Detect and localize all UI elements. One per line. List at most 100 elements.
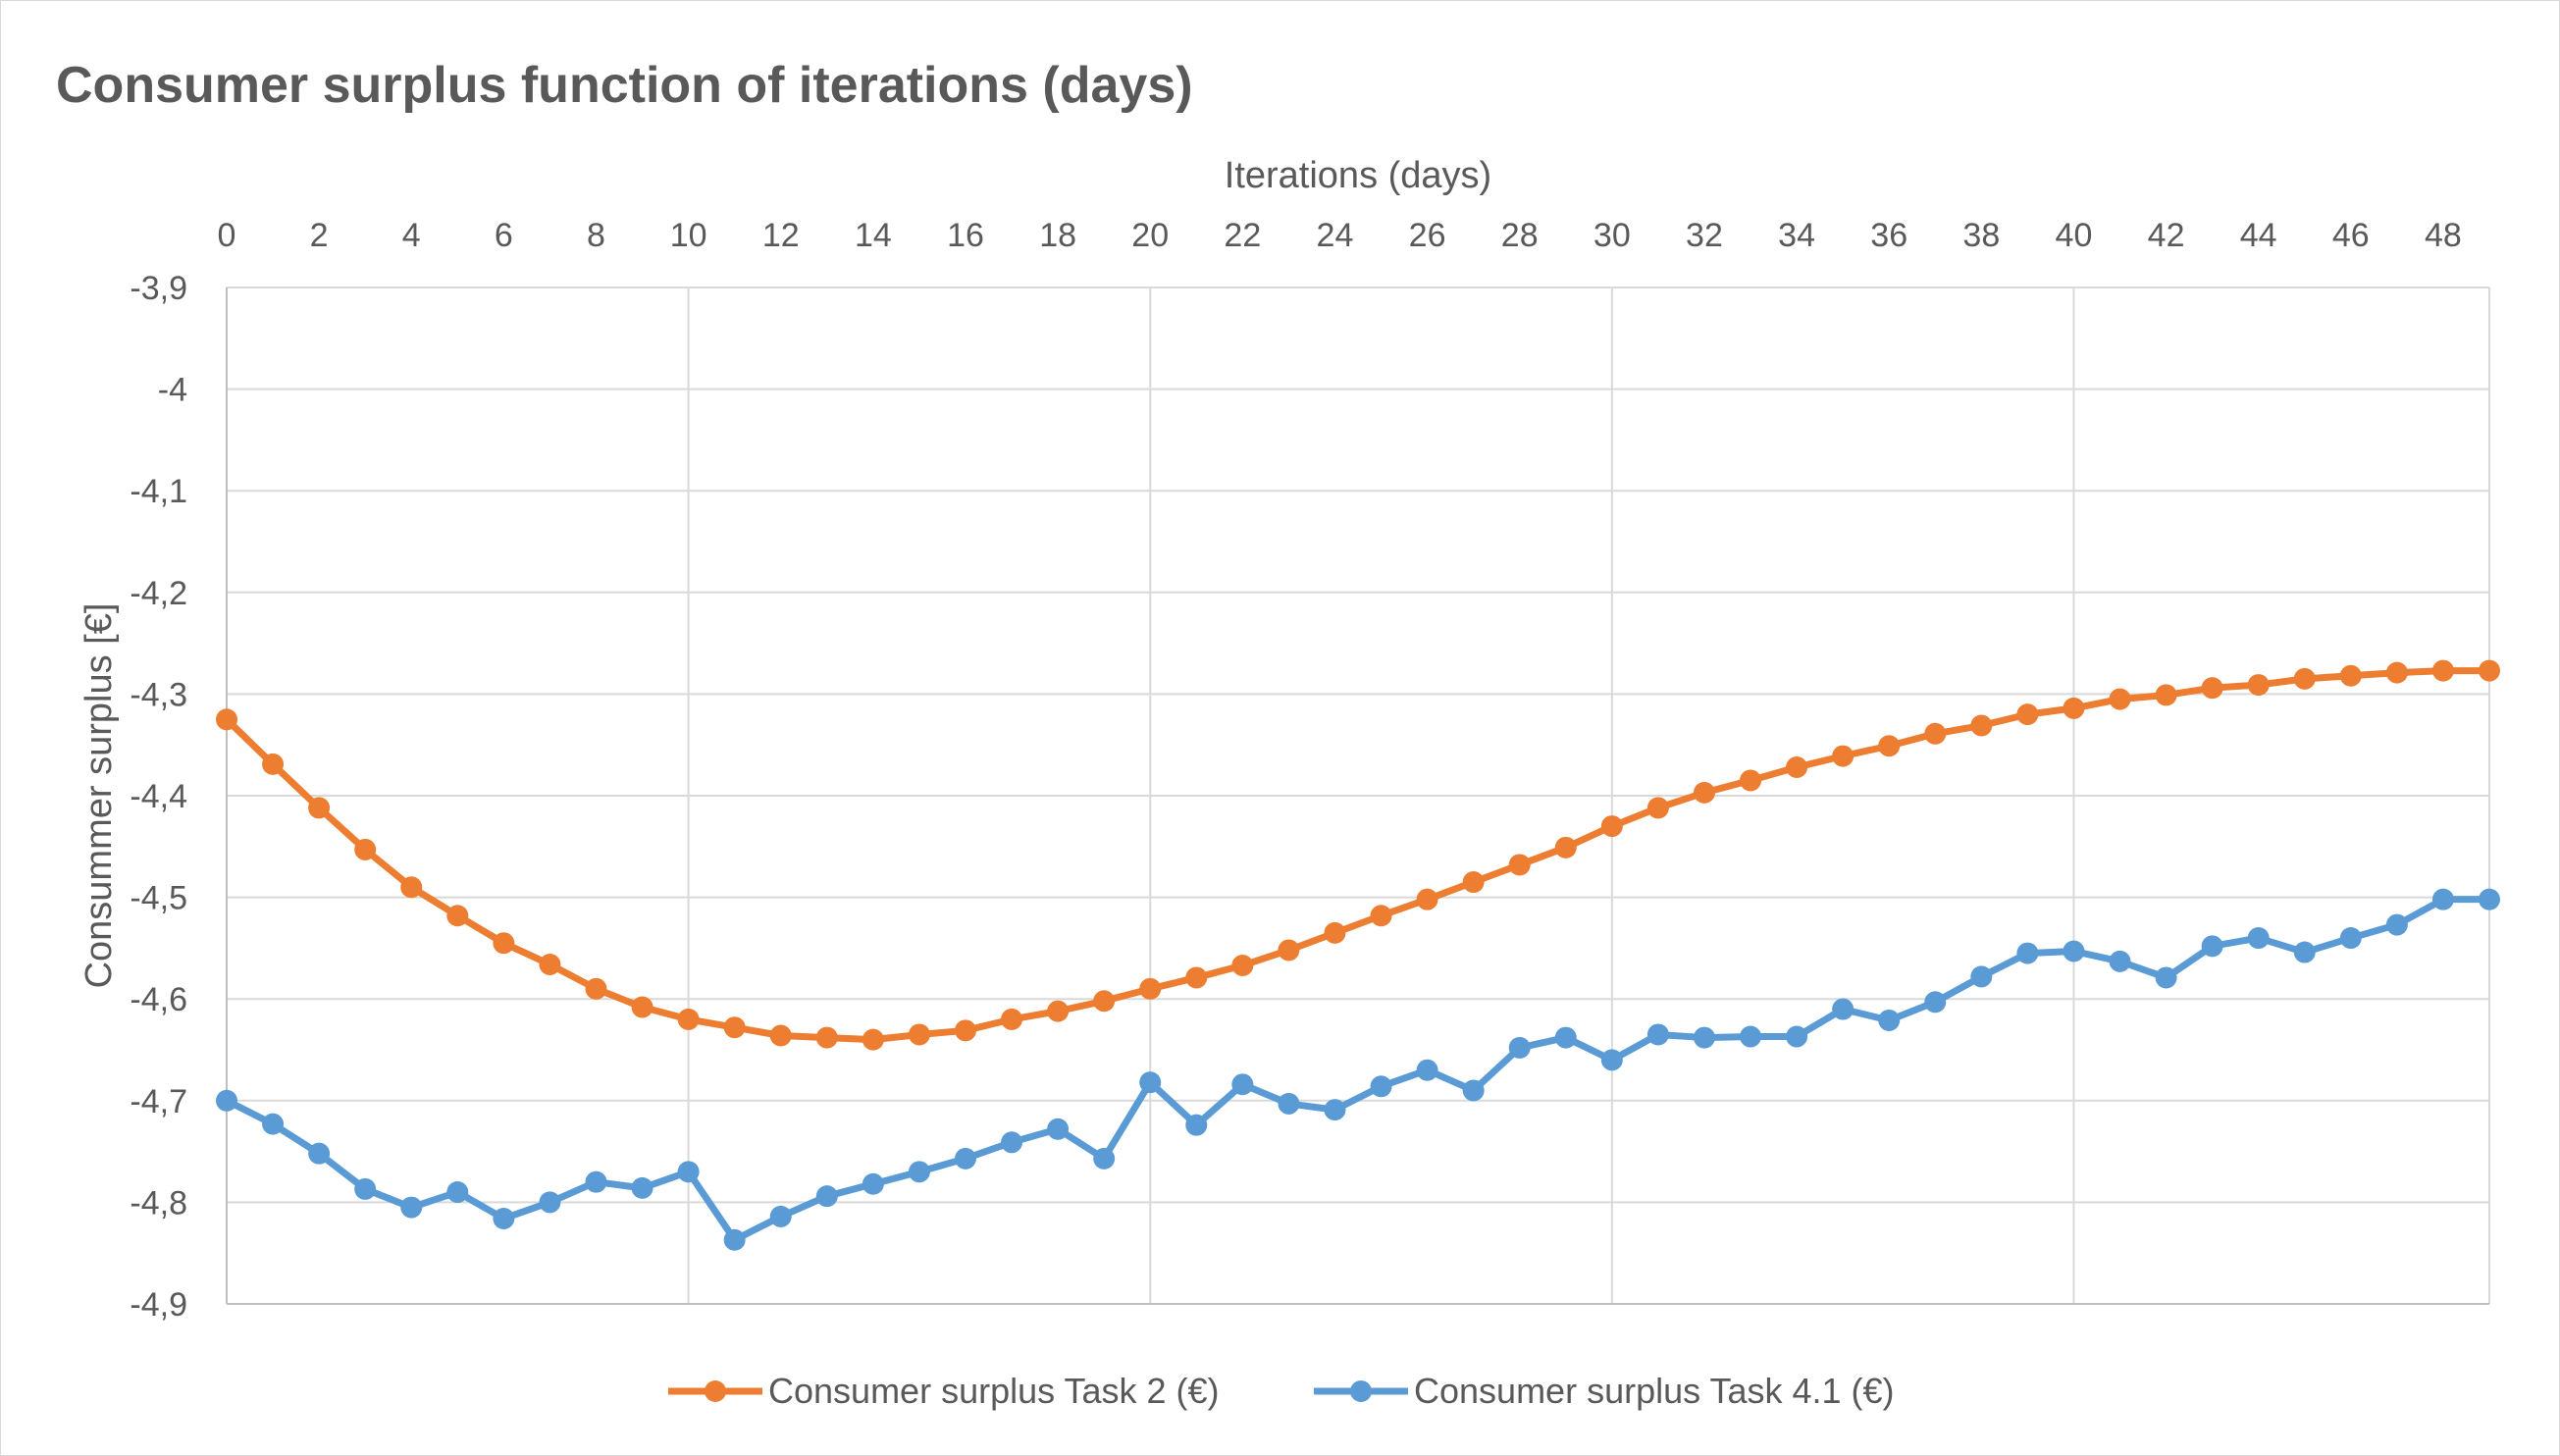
data-point	[2201, 677, 2223, 700]
data-point	[2063, 697, 2085, 719]
data-point	[1554, 1026, 1577, 1049]
data-point	[1786, 755, 1808, 778]
legend-label-1: Consumer surplus Task 2 (€)	[768, 1371, 1220, 1411]
data-point	[1324, 921, 1346, 944]
x-tick-label: 16	[947, 217, 984, 254]
x-tick-label: 46	[2332, 217, 2370, 254]
data-point	[2385, 913, 2408, 936]
data-point	[1278, 1092, 1300, 1115]
x-tick-label: 24	[1317, 217, 1354, 254]
x-tick-label: 10	[670, 217, 707, 254]
x-tick-label: 2	[310, 217, 329, 254]
data-point	[1970, 714, 1993, 737]
data-point	[1139, 1071, 1162, 1094]
data-point	[2109, 950, 2131, 972]
x-tick-label: 30	[1593, 217, 1631, 254]
data-point	[1740, 1025, 1762, 1048]
legend-marker-1	[705, 1380, 726, 1402]
data-point	[815, 1026, 838, 1049]
y-tick-label: -4,9	[130, 1286, 187, 1324]
x-tick-label: 26	[1409, 217, 1446, 254]
chart-title: Consumer surplus function of iterations …	[56, 57, 1193, 114]
x-tick-label: 0	[218, 217, 236, 254]
data-point	[2479, 888, 2500, 910]
data-point	[539, 1191, 561, 1214]
x-tick-label: 32	[1686, 217, 1723, 254]
data-point	[1416, 1059, 1438, 1081]
data-point	[585, 1170, 607, 1193]
data-point	[1924, 722, 1947, 745]
data-point	[216, 708, 237, 731]
data-point	[2155, 684, 2177, 706]
data-point	[1832, 998, 1855, 1020]
data-point	[1646, 1023, 1669, 1046]
x-tick-label: 34	[1778, 217, 1815, 254]
data-point	[631, 996, 653, 1018]
data-point	[1324, 1099, 1346, 1121]
data-point	[954, 1147, 976, 1170]
x-axis-title: Iterations (days)	[1225, 155, 1491, 196]
data-point	[862, 1028, 884, 1051]
data-point	[1462, 871, 1485, 894]
series-line-1	[223, 667, 2493, 1044]
data-point	[2431, 888, 2454, 910]
data-point	[1508, 854, 1531, 876]
data-point	[1740, 769, 1762, 792]
data-point	[908, 1023, 930, 1046]
data-point	[1832, 745, 1855, 767]
data-point	[2431, 659, 2454, 682]
x-tick-label: 48	[2425, 217, 2462, 254]
y-tick-label: -4,7	[130, 1083, 187, 1120]
data-point	[262, 1113, 285, 1135]
y-tick-label: -4,5	[130, 880, 187, 917]
axes	[226, 287, 2489, 1305]
data-point	[2016, 942, 2039, 964]
x-tick-label: 40	[2056, 217, 2093, 254]
data-point	[1185, 1114, 1208, 1136]
data-point	[1416, 888, 1438, 910]
data-point	[1693, 1026, 1715, 1049]
data-point	[585, 977, 607, 1000]
gridlines	[227, 286, 2490, 1304]
y-axis-title: Consummer surplus [€]	[78, 603, 120, 989]
data-point	[493, 932, 515, 955]
data-point	[2385, 661, 2408, 684]
data-point	[1139, 977, 1162, 1000]
data-point	[1786, 1025, 1808, 1048]
x-tick-label: 38	[1962, 217, 2000, 254]
data-point	[908, 1161, 930, 1183]
data-point	[1047, 1000, 1070, 1022]
data-point	[2247, 674, 2270, 697]
data-point	[677, 1008, 700, 1030]
data-point	[1001, 1131, 1023, 1154]
tick-labels: -3,9 -4 -4,1 -4,2 -4,3 -4,4 -4,5 -4,6 -4,7 -4,8 -4…	[130, 217, 2461, 1324]
data-point	[1462, 1079, 1485, 1102]
data-point	[2479, 659, 2500, 682]
data-point	[2293, 941, 2316, 963]
data-point	[354, 1177, 377, 1200]
data-point	[400, 876, 423, 899]
legend-label-2: Consumer surplus Task 4.1 (€)	[1414, 1371, 1895, 1411]
data-point	[1878, 1009, 1901, 1031]
legend-marker-2	[1350, 1380, 1372, 1402]
data-point	[2339, 927, 2362, 950]
data-point	[493, 1207, 515, 1229]
data-point	[1001, 1008, 1023, 1030]
y-tick-label: -4,6	[130, 981, 187, 1018]
data-point	[446, 1181, 469, 1204]
data-point	[1970, 965, 1993, 988]
x-tick-label: 4	[402, 217, 421, 254]
data-point	[1600, 815, 1623, 838]
data-point	[1693, 781, 1715, 804]
data-point	[862, 1172, 884, 1195]
data-point	[216, 1089, 237, 1112]
data-point	[954, 1019, 976, 1042]
data-point	[539, 953, 561, 975]
data-point	[1554, 836, 1577, 858]
x-tick-label: 36	[1870, 217, 1907, 254]
data-point	[1370, 905, 1392, 927]
data-point	[400, 1196, 423, 1219]
y-tick-label: -4,2	[130, 575, 187, 612]
